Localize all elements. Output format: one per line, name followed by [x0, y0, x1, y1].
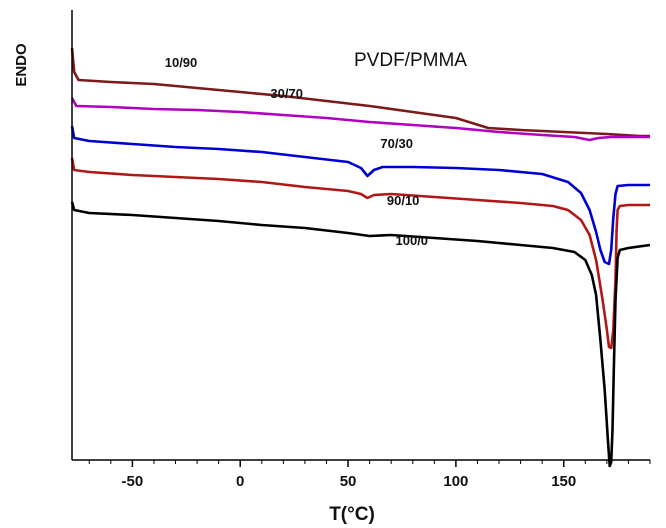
chart-annotation: PVDF/PMMA	[354, 50, 467, 71]
x-tick-label: 150	[551, 473, 576, 490]
series-group: 10/90 30/70 70/30 90/10 100/0	[70, 47, 651, 468]
axes-group: -50 0 50 100 150	[71, 10, 651, 490]
y-axis-title: ENDO	[13, 43, 30, 87]
series-line-70-30	[70, 125, 650, 266]
series-label-30-70: 30/70	[270, 86, 303, 101]
x-tick-label: -50	[122, 473, 144, 490]
series-line-90-10	[70, 157, 650, 350]
series-line-10-90	[70, 47, 650, 138]
series-label-70-30: 70/30	[380, 136, 413, 151]
x-axis-title: T(°C)	[329, 504, 375, 525]
x-tick-label: 50	[340, 473, 357, 490]
series-line-30-70	[70, 97, 650, 142]
x-tick-label: 0	[236, 473, 244, 490]
x-tick-label: 100	[443, 473, 468, 490]
series-label-100-0: 100/0	[396, 233, 429, 248]
series-label-90-10: 90/10	[387, 193, 420, 208]
series-line-100-0	[70, 201, 651, 468]
series-label-10-90: 10/90	[165, 55, 198, 70]
